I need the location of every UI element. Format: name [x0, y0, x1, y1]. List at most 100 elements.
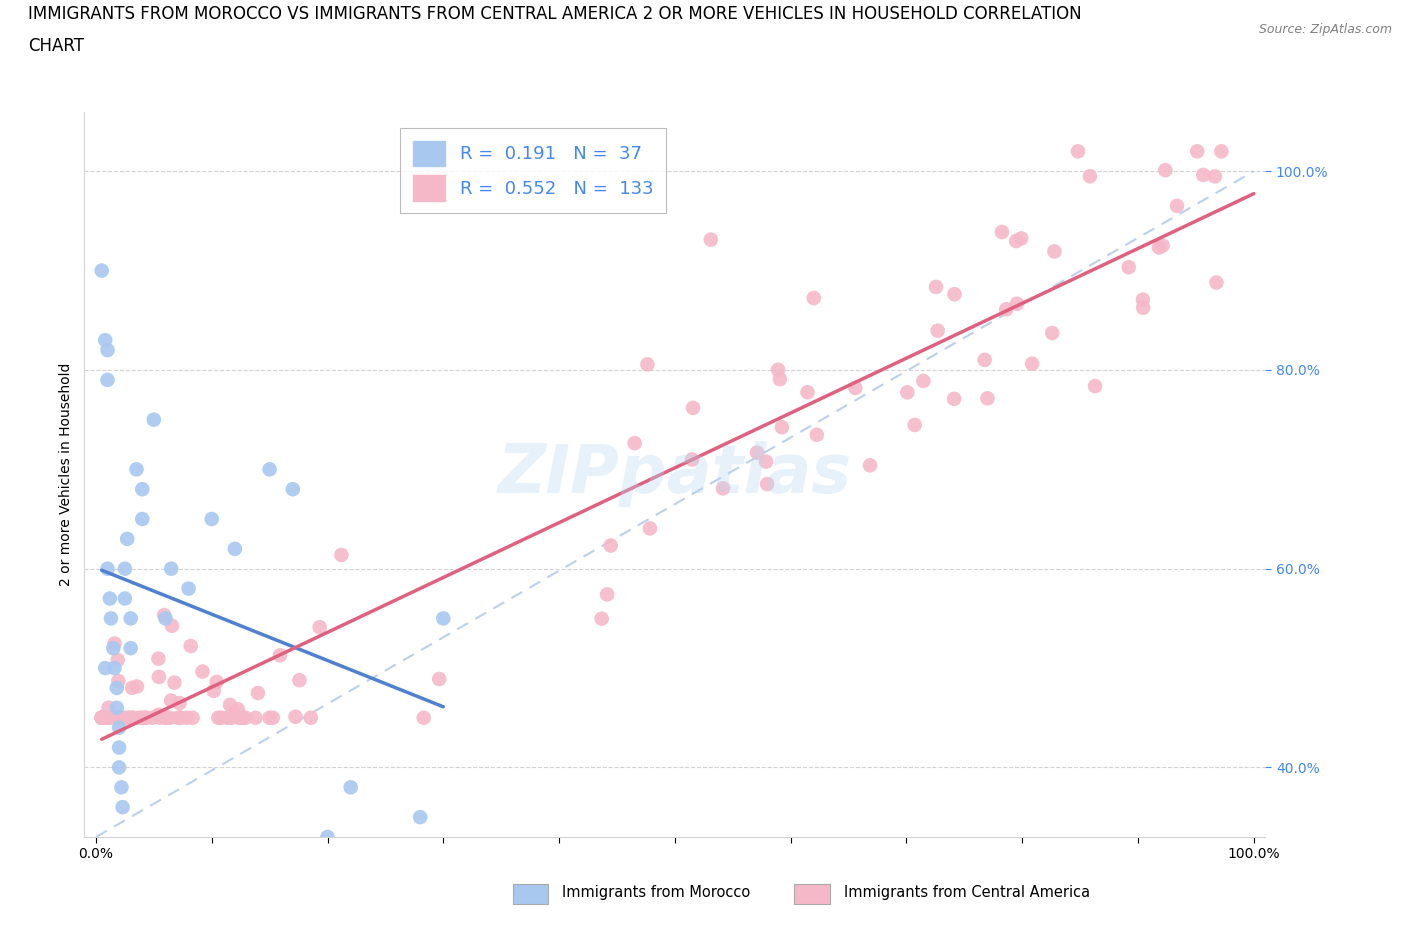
- Text: CHART: CHART: [28, 37, 84, 55]
- Point: [1010, 231, 1032, 246]
- Point: [148, 708, 170, 723]
- Point: [90, 711, 112, 725]
- Point: [1132, 300, 1154, 315]
- Point: [114, 591, 136, 606]
- Point: [700, 232, 723, 247]
- Point: [160, 618, 183, 633]
- Point: [1021, 356, 1043, 371]
- Point: [995, 302, 1018, 317]
- Point: [180, 639, 202, 654]
- Point: [1067, 144, 1090, 159]
- Text: Immigrants from Central America: Immigrants from Central America: [844, 885, 1090, 900]
- Point: [745, 445, 768, 460]
- Point: [1205, 275, 1227, 290]
- Legend: R =  0.191   N =  37, R =  0.552   N =  133: R = 0.191 N = 37, R = 0.552 N = 133: [401, 128, 666, 213]
- Point: [96, 711, 118, 725]
- Point: [90, 711, 112, 725]
- Point: [141, 711, 163, 725]
- Point: [599, 538, 621, 553]
- Point: [224, 541, 246, 556]
- Point: [118, 711, 141, 725]
- Point: [409, 810, 432, 825]
- Point: [107, 711, 129, 725]
- Point: [217, 711, 239, 725]
- Point: [1211, 144, 1233, 159]
- Point: [1078, 169, 1101, 184]
- Point: [711, 481, 734, 496]
- Point: [219, 698, 242, 712]
- Point: [104, 711, 127, 725]
- Text: IMMIGRANTS FROM MOROCCO VS IMMIGRANTS FROM CENTRAL AMERICA 2 OR MORE VEHICLES IN: IMMIGRANTS FROM MOROCCO VS IMMIGRANTS FR…: [28, 5, 1081, 22]
- Point: [120, 611, 142, 626]
- Point: [148, 651, 170, 666]
- Point: [125, 679, 148, 694]
- Point: [806, 427, 828, 442]
- Point: [103, 660, 125, 675]
- Point: [100, 611, 122, 626]
- Point: [299, 711, 322, 725]
- Point: [90, 711, 112, 725]
- Point: [1192, 167, 1215, 182]
- Point: [169, 711, 191, 725]
- Point: [284, 710, 307, 724]
- Point: [904, 418, 927, 432]
- Point: [222, 705, 245, 720]
- Point: [114, 711, 136, 725]
- Point: [1040, 326, 1063, 340]
- Point: [163, 675, 186, 690]
- Point: [1084, 379, 1107, 393]
- Point: [207, 711, 229, 725]
- Point: [160, 693, 183, 708]
- Point: [262, 711, 284, 725]
- Point: [330, 548, 353, 563]
- Point: [1154, 163, 1177, 178]
- Point: [155, 611, 177, 626]
- Point: [412, 711, 434, 725]
- Point: [108, 740, 131, 755]
- Point: [638, 521, 661, 536]
- Point: [973, 352, 995, 367]
- Point: [181, 711, 204, 725]
- Point: [259, 711, 281, 725]
- Point: [110, 780, 132, 795]
- Point: [205, 674, 228, 689]
- Point: [235, 711, 257, 725]
- Point: [226, 702, 249, 717]
- Point: [796, 385, 818, 400]
- Point: [108, 711, 131, 725]
- Point: [1187, 144, 1209, 159]
- Text: Immigrants from Morocco: Immigrants from Morocco: [562, 885, 751, 900]
- Point: [153, 607, 176, 622]
- Point: [98, 711, 121, 725]
- Point: [229, 711, 252, 725]
- Point: [167, 711, 190, 725]
- Point: [770, 419, 793, 434]
- Point: [288, 672, 311, 687]
- Point: [682, 401, 704, 416]
- Point: [107, 653, 129, 668]
- Point: [108, 760, 131, 775]
- Point: [169, 711, 191, 725]
- Point: [316, 830, 339, 844]
- Point: [159, 711, 181, 725]
- Point: [90, 711, 112, 725]
- Point: [636, 357, 658, 372]
- Point: [131, 711, 153, 725]
- Point: [90, 711, 112, 725]
- Point: [96, 711, 118, 725]
- Point: [131, 711, 153, 725]
- Point: [221, 711, 243, 725]
- Point: [103, 641, 125, 656]
- Point: [108, 711, 131, 725]
- Point: [142, 412, 165, 427]
- Point: [927, 324, 949, 339]
- Point: [756, 477, 779, 492]
- Point: [844, 380, 866, 395]
- Point: [943, 286, 966, 301]
- Point: [103, 636, 125, 651]
- Point: [896, 385, 918, 400]
- Point: [269, 648, 291, 663]
- Point: [121, 711, 143, 725]
- Point: [259, 462, 281, 477]
- Point: [107, 673, 129, 688]
